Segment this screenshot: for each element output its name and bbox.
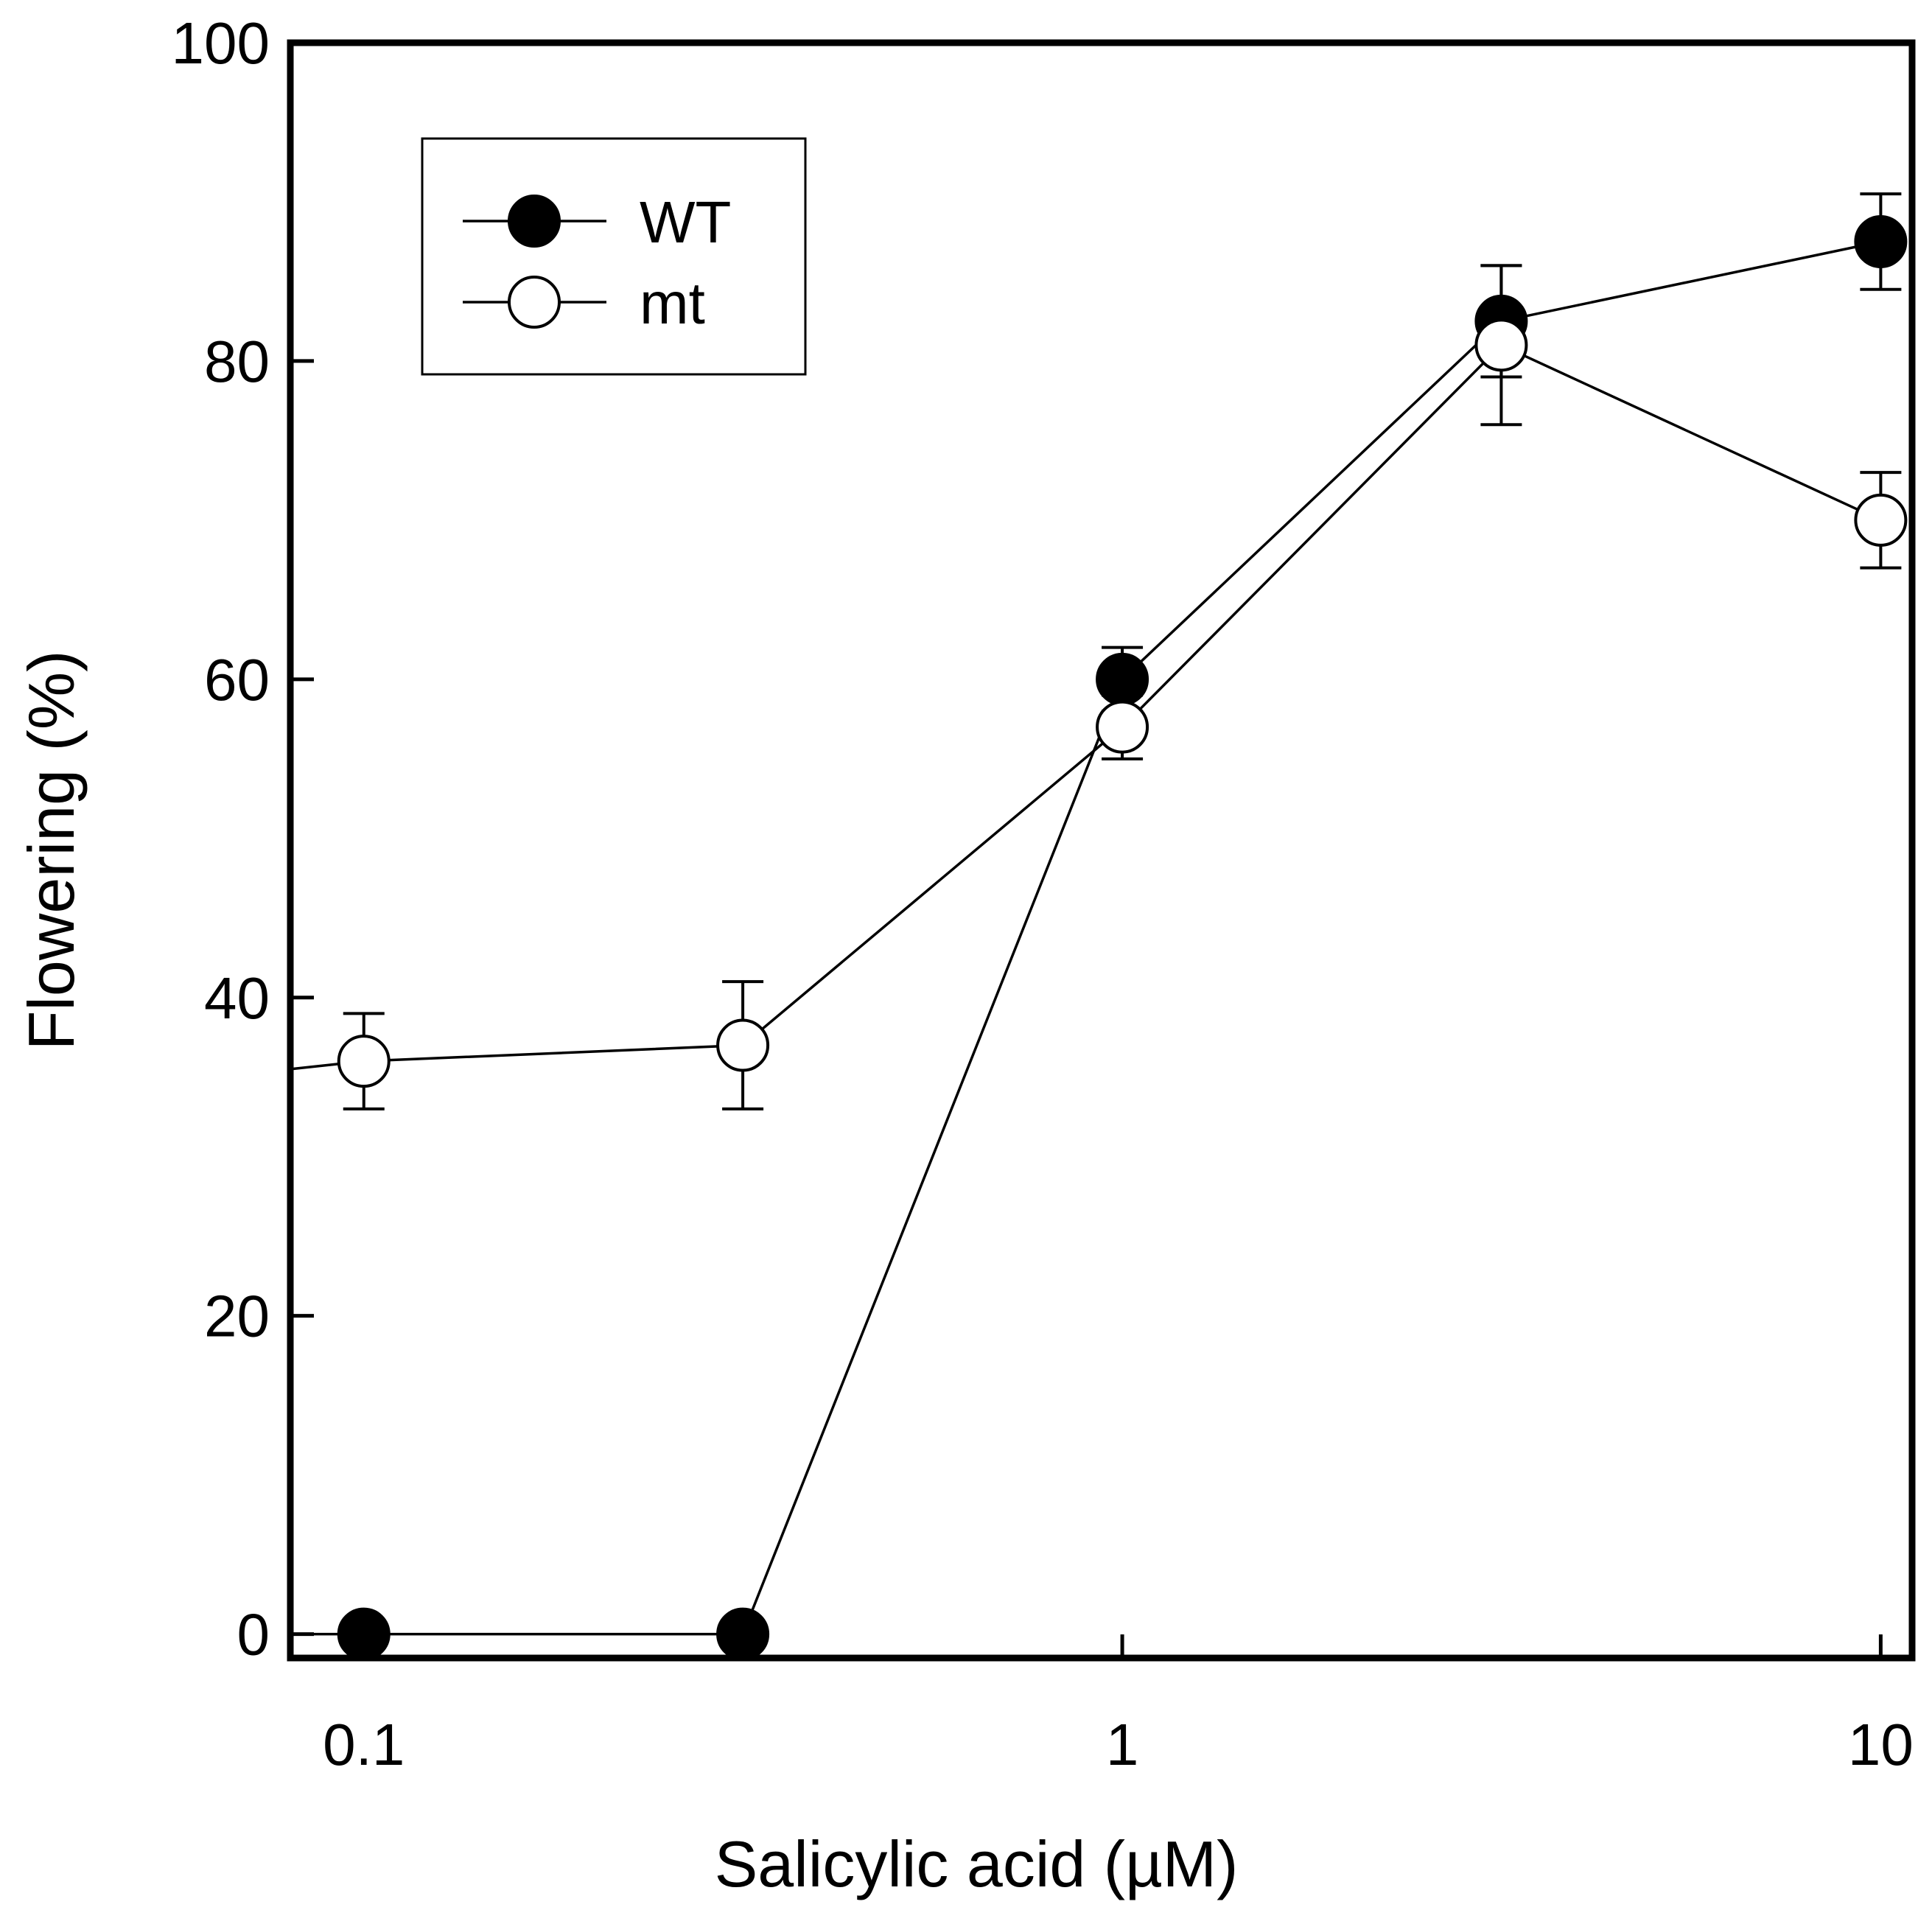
plot-frame (287, 39, 1916, 1662)
point-wt (716, 1607, 770, 1658)
x-tick-label: 0.1 (323, 1712, 405, 1777)
point-mt (1096, 700, 1149, 754)
point-mt (1854, 493, 1908, 547)
y-tick-label: 40 (204, 965, 270, 1031)
y-tick-label: 20 (204, 1284, 270, 1349)
y-tick-label: 100 (172, 10, 270, 76)
x-tick-label: 1 (1106, 1712, 1139, 1777)
y-axis-title: Flowering (%) (15, 651, 88, 1051)
point-mt (1474, 318, 1528, 372)
y-tick-label: 80 (204, 329, 270, 394)
y-axis-ticks: 0 20 40 60 80 100 (172, 10, 314, 1668)
point-mt (337, 1035, 391, 1088)
point-wt (1854, 214, 1908, 268)
legend-marker (508, 195, 561, 248)
x-tick-label: 10 (1848, 1712, 1914, 1777)
legend-label: mt (640, 270, 705, 336)
x-axis-ticks: 0.1 1 10 (323, 1634, 1914, 1777)
legend: WT mt (421, 137, 807, 376)
legend-box (421, 137, 807, 376)
y-tick-label: 60 (204, 647, 270, 713)
markers (337, 214, 1908, 1658)
legend-entry-wt: WT (463, 189, 731, 255)
point-wt (337, 1607, 391, 1658)
y-tick-label: 0 (237, 1602, 270, 1668)
series-layer (290, 192, 1908, 1658)
legend-label: WT (640, 189, 731, 255)
point-wt (1096, 652, 1149, 706)
x-axis-title: Salicylic acid (µM) (715, 1827, 1239, 1900)
legend-entry-mt: mt (463, 270, 705, 336)
point-mt (716, 1018, 770, 1072)
legend-marker (508, 276, 561, 329)
